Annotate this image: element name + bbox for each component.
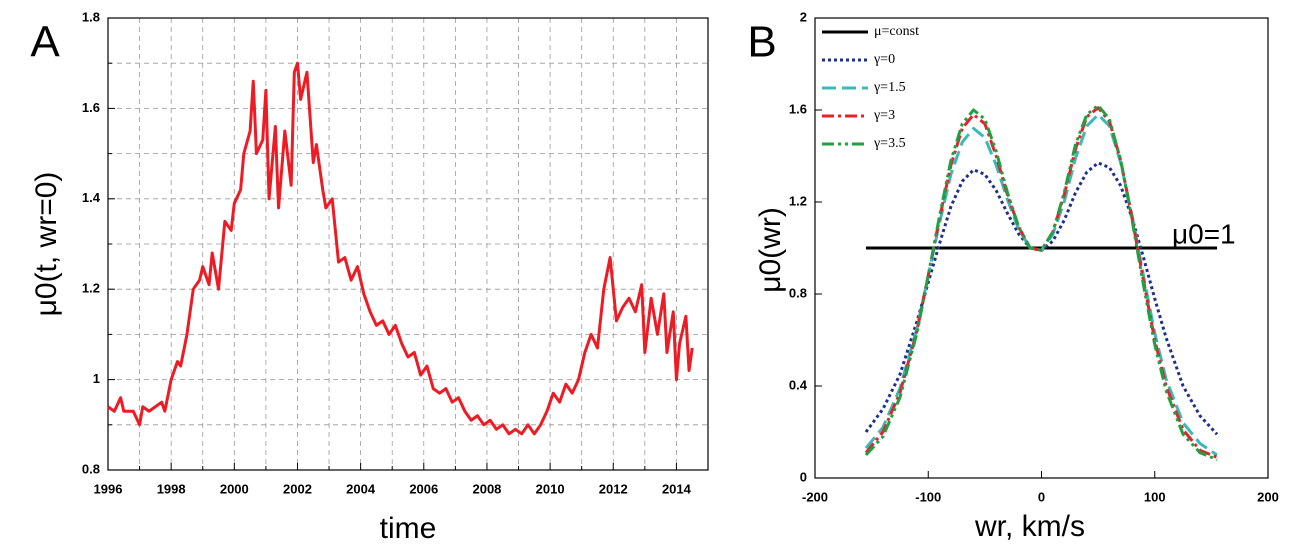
y-tick-label: 0.8 <box>789 285 807 300</box>
y-tick-label: 0 <box>800 469 807 484</box>
y-tick-label: 1.2 <box>82 281 100 296</box>
y-tick-label: 2 <box>800 9 807 24</box>
x-axis-label: wr, km/s <box>974 510 1085 543</box>
y-tick-label: 1 <box>93 371 100 386</box>
y-axis-label: μ0(wr) <box>754 207 787 293</box>
legend-label: γ=3 <box>873 108 895 123</box>
legend-label: μ=const <box>874 24 919 39</box>
annotation: μ0=1 <box>1172 218 1236 249</box>
data-line <box>864 113 1218 457</box>
legend-label: γ=0 <box>873 52 895 67</box>
data-line <box>864 103 1218 461</box>
x-tick-label: 200 <box>1257 489 1279 504</box>
y-tick-label: 1.6 <box>789 101 807 116</box>
x-tick-label: 0 <box>1038 489 1045 504</box>
x-tick-label: 2006 <box>409 481 438 496</box>
x-tick-label: 2004 <box>346 481 376 496</box>
y-tick-label: 1.4 <box>82 190 101 205</box>
legend-label: γ=1.5 <box>873 80 906 95</box>
x-tick-label: 2002 <box>283 481 312 496</box>
y-tick-label: 0.8 <box>82 461 100 476</box>
panel-label: A <box>30 18 60 67</box>
x-tick-label: 100 <box>1144 489 1166 504</box>
x-tick-label: -200 <box>802 489 828 504</box>
y-tick-label: 1.8 <box>82 9 100 24</box>
x-tick-label: 2014 <box>662 481 692 496</box>
x-tick-label: 2008 <box>472 481 501 496</box>
x-tick-label: 2010 <box>536 481 565 496</box>
legend-label: γ=3.5 <box>873 136 906 151</box>
x-tick-label: -100 <box>915 489 941 504</box>
x-axis-label: time <box>380 512 437 545</box>
x-tick-label: 1996 <box>94 481 123 496</box>
y-tick-label: 1.6 <box>82 100 100 115</box>
x-tick-label: 2000 <box>220 481 249 496</box>
y-tick-label: 0.4 <box>789 377 808 392</box>
x-tick-label: 2012 <box>599 481 628 496</box>
y-tick-label: 1.2 <box>789 193 807 208</box>
panel-label: B <box>747 18 776 67</box>
y-axis-label: μ0(t, wr=0) <box>30 172 63 317</box>
x-tick-label: 1998 <box>157 481 186 496</box>
data-line <box>107 61 694 436</box>
data-line <box>864 106 1218 459</box>
data-line <box>864 161 1219 436</box>
